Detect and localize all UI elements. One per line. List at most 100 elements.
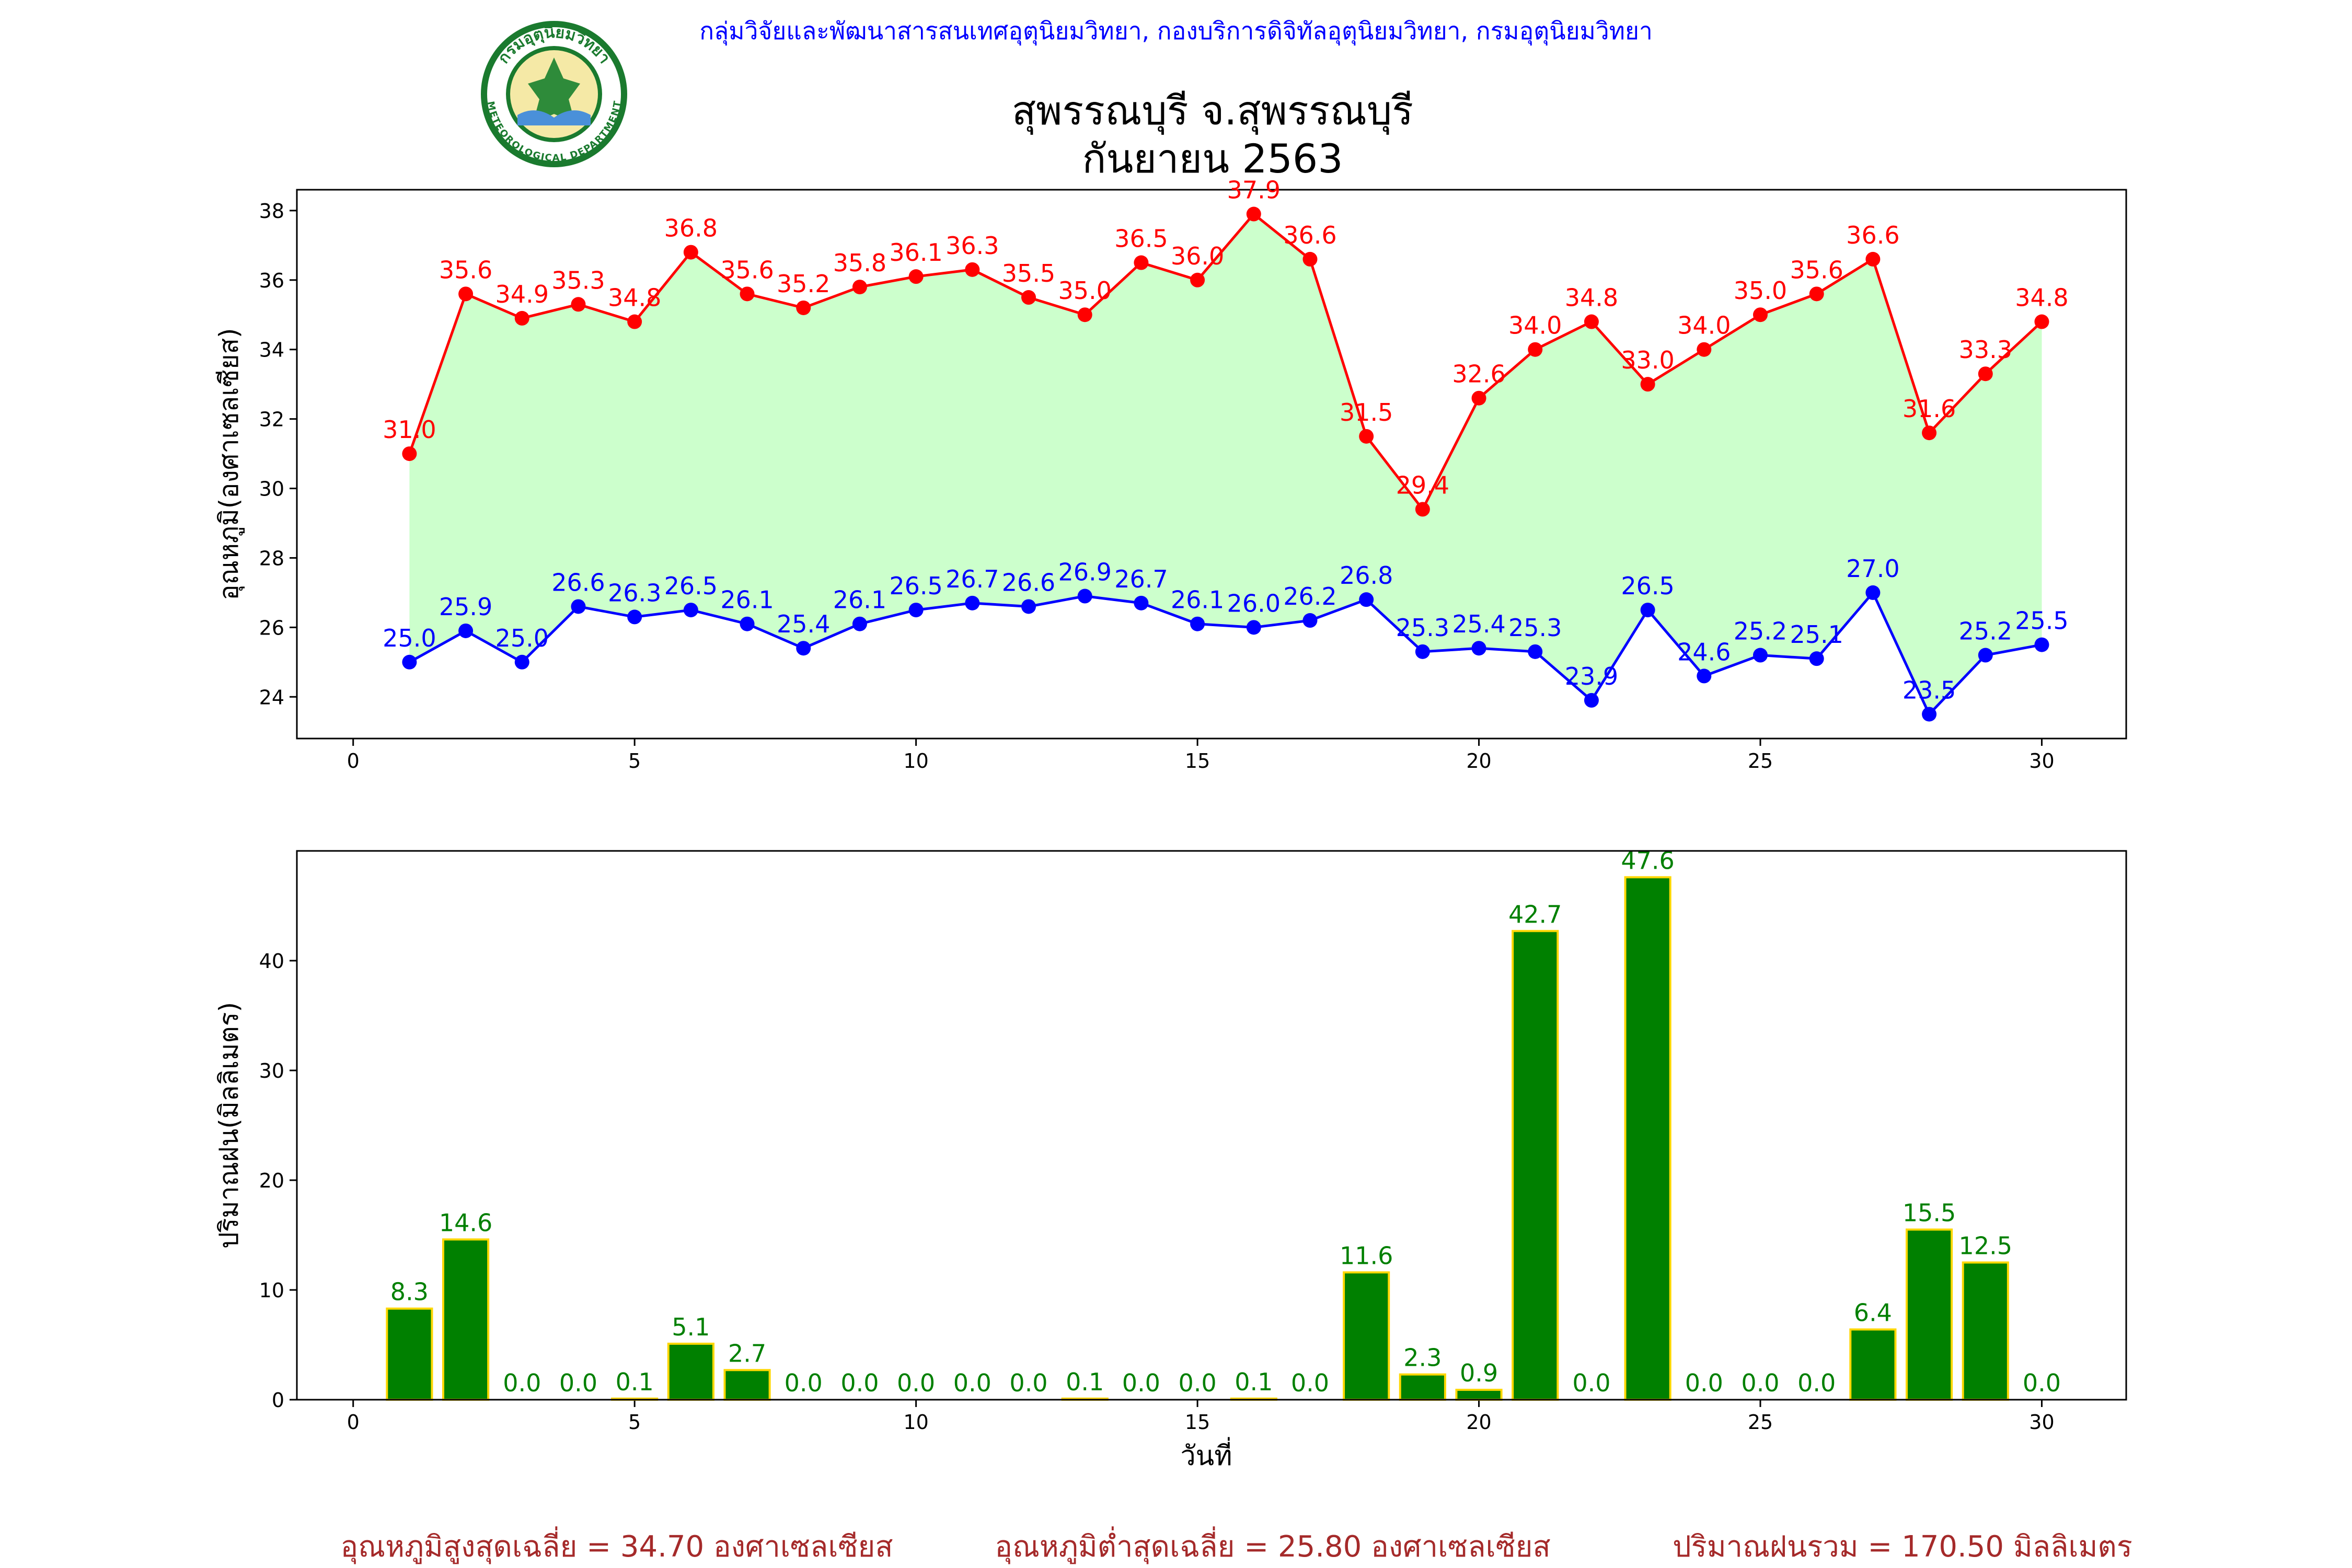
rain-bar-label: 0.9 bbox=[1460, 1359, 1498, 1387]
rain-bar-label: 11.6 bbox=[1340, 1241, 1393, 1270]
x-tick-label: 15 bbox=[1185, 750, 1210, 773]
min-temperature-label: 25.2 bbox=[1734, 617, 1787, 645]
max-temperature-label: 36.3 bbox=[946, 232, 999, 260]
x-tick-label: 20 bbox=[1466, 1411, 1491, 1434]
min-temperature-point bbox=[571, 599, 586, 614]
org-line: กลุ่มวิจัยและพัฒนาสารสนเทศอุตุนิยมวิทยา,… bbox=[699, 17, 1653, 46]
x-tick-label: 25 bbox=[1748, 1411, 1773, 1434]
min-temperature-point bbox=[1809, 651, 1824, 666]
y-tick-label: 10 bbox=[259, 1279, 284, 1302]
min-temperature-label: 26.1 bbox=[720, 586, 774, 614]
rain-bar-label: 8.3 bbox=[390, 1278, 429, 1306]
max-temperature-label: 35.0 bbox=[1058, 276, 1111, 305]
max-temperature-point bbox=[402, 446, 417, 462]
chart-title-line1: สุพรรณบุรี จ.สุพรรณบุรี bbox=[1012, 87, 1413, 135]
min-temperature-label: 25.3 bbox=[1396, 614, 1449, 642]
min-temperature-point bbox=[1415, 644, 1430, 659]
rain-bar bbox=[442, 1238, 490, 1401]
max-temperature-label: 34.0 bbox=[1677, 312, 1731, 340]
rain-bar bbox=[723, 1369, 771, 1401]
y-tick-label: 28 bbox=[259, 547, 284, 570]
min-temperature-label: 25.2 bbox=[1959, 617, 2012, 645]
max-temperature-point bbox=[458, 286, 474, 302]
max-temperature-point bbox=[1302, 251, 1318, 267]
min-temperature-label: 25.0 bbox=[495, 624, 549, 652]
rain-bar-label: 0.1 bbox=[1235, 1368, 1273, 1396]
max-temperature-label: 35.2 bbox=[777, 270, 830, 298]
max-temperature-label: 36.5 bbox=[1114, 225, 1168, 253]
x-tick-label: 20 bbox=[1466, 750, 1491, 773]
max-temperature-point bbox=[514, 310, 529, 326]
y-tick-label: 20 bbox=[259, 1169, 284, 1192]
rain-bar-label: 5.1 bbox=[672, 1313, 710, 1341]
min-temperature-label: 26.9 bbox=[1058, 558, 1111, 586]
x-tick-label: 5 bbox=[628, 750, 641, 773]
min-temperature-point bbox=[1246, 620, 1261, 635]
max-temperature-point bbox=[1922, 425, 1937, 441]
rain-bar-label: 0.0 bbox=[1122, 1369, 1160, 1397]
max-temperature-label: 32.6 bbox=[1452, 360, 1505, 388]
y-tick-label: 36 bbox=[259, 269, 284, 292]
min-temperature-label: 26.6 bbox=[1002, 568, 1055, 596]
rain-bar-label: 0.0 bbox=[503, 1369, 541, 1397]
max-temperature-label: 35.6 bbox=[439, 256, 492, 284]
min-temperature-label: 23.9 bbox=[1565, 662, 1618, 690]
x-tick-label: 5 bbox=[628, 1411, 641, 1434]
max-temperature-label: 36.1 bbox=[889, 238, 942, 267]
max-temperature-label: 34.8 bbox=[2015, 284, 2068, 312]
rain-bar-label: 6.4 bbox=[1854, 1299, 1892, 1327]
max-temperature-point bbox=[852, 280, 867, 295]
min-temperature-point bbox=[796, 641, 811, 656]
min-temperature-label: 25.3 bbox=[1508, 614, 1562, 642]
min-temperature-point bbox=[514, 654, 529, 670]
min-temperature-point bbox=[2034, 637, 2049, 652]
max-temperature-point bbox=[1077, 307, 1092, 322]
max-temperature-point bbox=[1246, 206, 1261, 222]
max-temperature-point bbox=[1809, 286, 1824, 302]
rain-bar-label: 0.0 bbox=[1009, 1369, 1047, 1397]
rain-bar-label: 0.0 bbox=[559, 1369, 597, 1397]
temperature-chart: 0 5 10 15 20 25 30 24 26 28 30 32 34 36 38 อุณหภูมิ(องศ… bbox=[214, 176, 2127, 773]
min-temperature-label: 26.3 bbox=[608, 579, 661, 607]
max-temperature-point bbox=[1359, 429, 1374, 444]
max-temperature-label: 34.8 bbox=[608, 284, 661, 312]
min-temperature-label: 26.2 bbox=[1283, 582, 1336, 610]
y-tick-label: 30 bbox=[259, 1059, 284, 1082]
rain-bar-label: 0.0 bbox=[897, 1369, 935, 1397]
rain-bar-label: 0.0 bbox=[2023, 1369, 2061, 1397]
min-temperature-point bbox=[627, 609, 642, 625]
y-tick-label: 38 bbox=[259, 200, 284, 223]
max-temperature-label: 31.5 bbox=[1340, 398, 1393, 426]
max-temperature-label: 35.0 bbox=[1734, 276, 1787, 305]
max-temperature-label: 36.8 bbox=[664, 214, 718, 243]
max-temperature-label: 37.9 bbox=[1227, 176, 1281, 204]
min-temperature-point bbox=[1471, 641, 1486, 656]
max-temperature-label: 35.3 bbox=[551, 266, 605, 294]
max-temperature-point bbox=[1528, 342, 1543, 357]
rain-bar bbox=[1849, 1328, 1897, 1401]
rain-bar-label: 0.0 bbox=[1741, 1369, 1779, 1397]
max-temperature-point bbox=[1134, 255, 1149, 270]
max-temperature-label: 34.8 bbox=[1565, 284, 1618, 312]
min-temperature-point bbox=[1865, 585, 1881, 600]
x-tick-label: 25 bbox=[1748, 750, 1773, 773]
max-temperature-point bbox=[740, 286, 755, 302]
min-temperature-label: 26.0 bbox=[1227, 589, 1281, 617]
max-temperature-point bbox=[1697, 342, 1712, 357]
min-temperature-label: 25.0 bbox=[383, 624, 436, 652]
min-temperature-label: 26.5 bbox=[1621, 572, 1674, 600]
rain-bar bbox=[1962, 1261, 2009, 1401]
x-tick-label: 30 bbox=[2029, 750, 2054, 773]
max-temperature-label: 34.0 bbox=[1508, 312, 1562, 340]
min-temperature-line bbox=[409, 590, 2042, 717]
max-temperature-label: 31.0 bbox=[383, 416, 436, 444]
min-temperature-label: 24.6 bbox=[1677, 638, 1731, 666]
min-temperature-point bbox=[852, 616, 867, 631]
y-tick-label: 32 bbox=[259, 408, 284, 431]
max-temperature-point bbox=[1978, 366, 1993, 382]
min-temperature-label: 25.4 bbox=[777, 610, 830, 638]
temperature-y-axis-label: อุณหภูมิ(องศาเซลเซียส) bbox=[214, 328, 245, 600]
rain-bar-label: 2.3 bbox=[1403, 1344, 1442, 1372]
min-temperature-point bbox=[1978, 648, 1993, 663]
